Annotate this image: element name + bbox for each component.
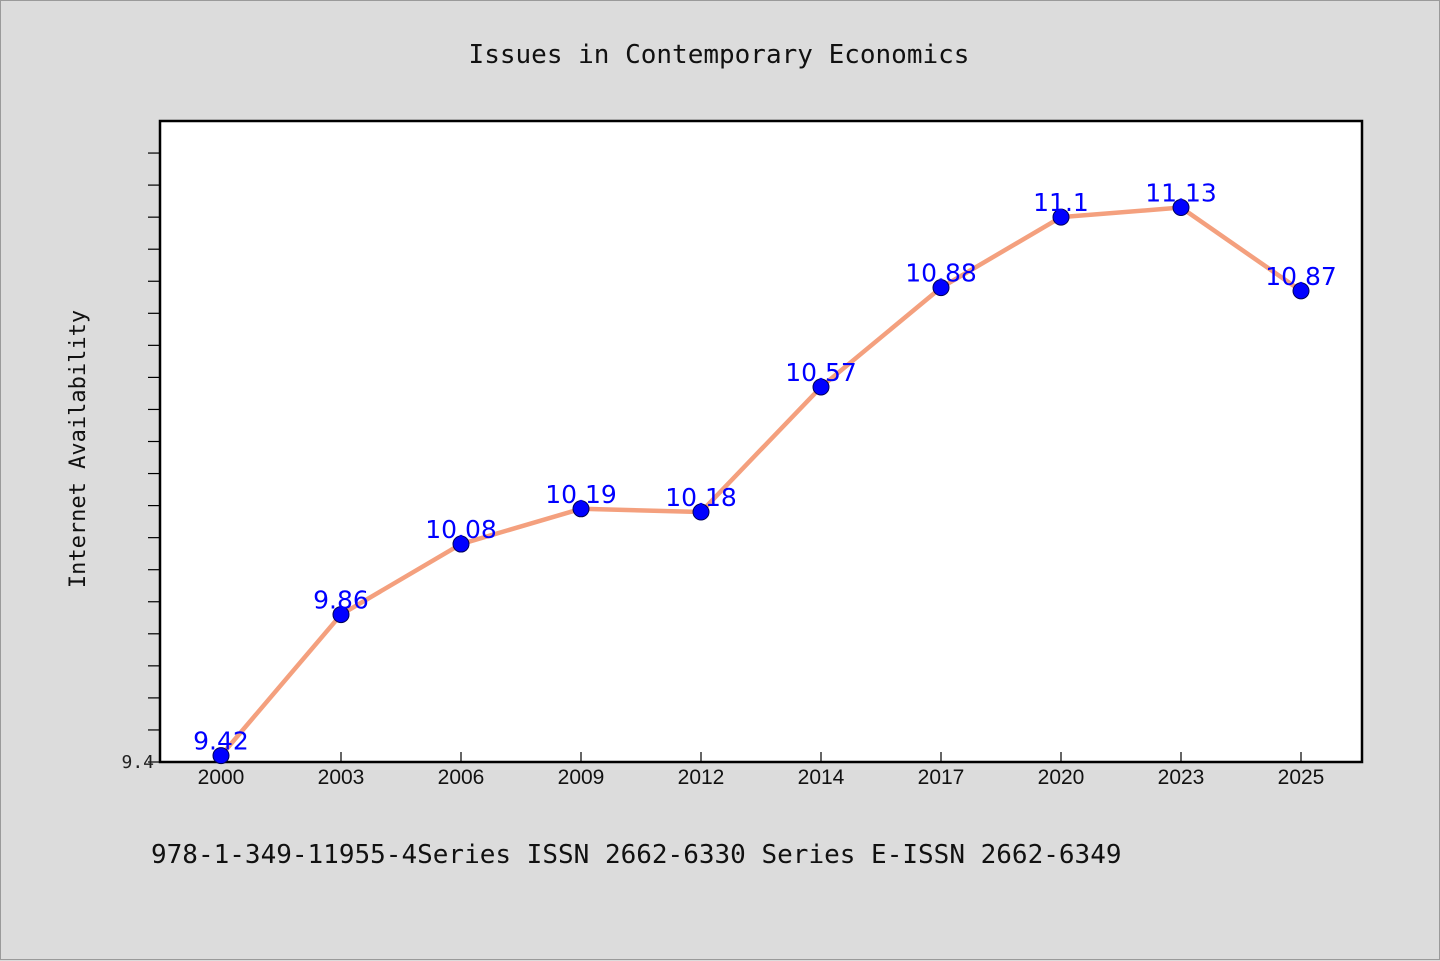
x-tick-label: 2025: [1278, 766, 1325, 789]
data-point: [212, 747, 230, 765]
series-line: [219, 205, 1303, 758]
data-label: 9.42: [193, 727, 249, 756]
data-point: [1292, 282, 1310, 300]
data-point: [452, 535, 470, 553]
data-label: 11.13: [1145, 179, 1217, 208]
x-tick-label: 2014: [798, 766, 845, 789]
x-tick-label: 2017: [918, 766, 965, 789]
data-point: [332, 606, 350, 624]
data-label: 11.1: [1033, 188, 1089, 217]
data-label: 9.86: [313, 586, 369, 615]
x-tick-label: 2012: [678, 766, 725, 789]
data-point: [812, 378, 830, 396]
series-line-group: 9.42 9.86 10.08 10.19 10.18 10.57 10.88 11.1 11.…: [193, 179, 1337, 765]
y-axis-label: Internet Availability: [66, 310, 91, 588]
x-tick-label: 2003: [318, 766, 365, 789]
footer-text: 978-1-349-11955-4Series ISSN 2662-6330 S…: [151, 840, 1122, 870]
data-point: [932, 279, 950, 297]
data-label: 10.08: [425, 515, 497, 544]
data-point: [1172, 199, 1190, 217]
data-label: 10.88: [905, 259, 977, 288]
data-label: 10.18: [665, 483, 737, 512]
data-label: 10.87: [1265, 262, 1337, 291]
data-point: [692, 503, 710, 521]
x-axis-ticks: 2000 2003 2006 2009 2012 2014 2017 2020 2023 2025: [198, 752, 1325, 789]
y-axis-ticks: 9.4: [121, 152, 160, 773]
data-label: 10.57: [785, 358, 857, 387]
plot-area: [158, 119, 1364, 764]
data-point: [1052, 208, 1070, 226]
x-tick-label: 2023: [1158, 766, 1205, 789]
data-point: [572, 500, 590, 518]
x-tick-label: 2006: [438, 766, 485, 789]
chart-title: Issues in Contemporary Economics: [469, 40, 970, 70]
x-tick-label: 2009: [558, 766, 605, 789]
y-tick-label: 9.4: [121, 752, 154, 773]
x-tick-label: 2000: [198, 766, 245, 789]
data-label: 10.19: [545, 480, 617, 509]
x-tick-label: 2020: [1038, 766, 1085, 789]
